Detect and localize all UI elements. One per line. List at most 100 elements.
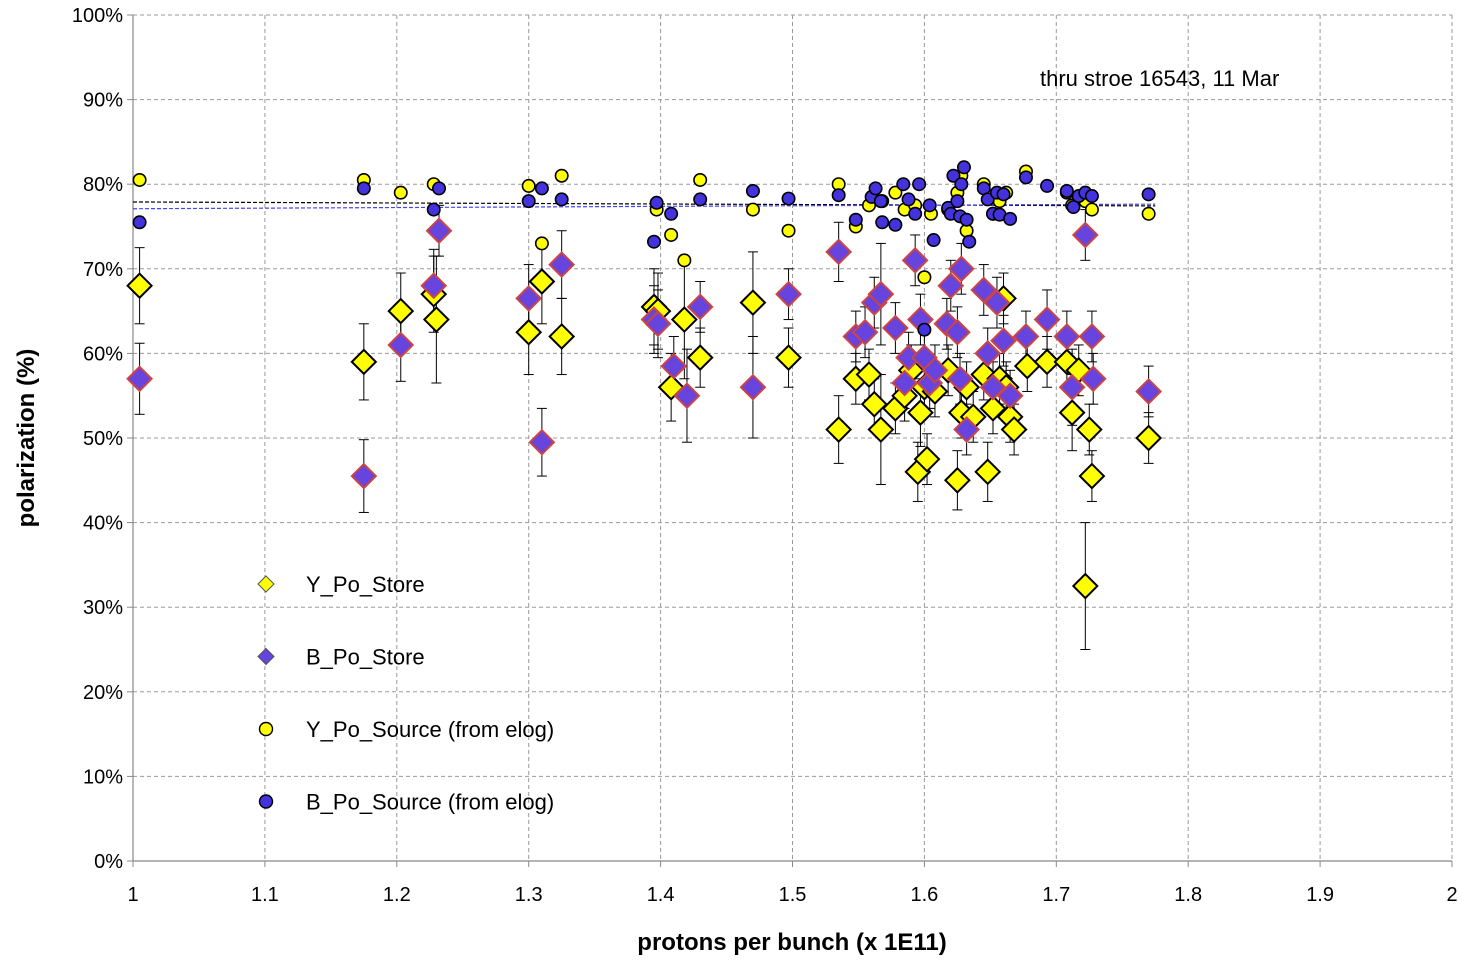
b-po-source-point bbox=[956, 160, 971, 175]
y-po-store-point bbox=[1013, 352, 1041, 380]
b-po-store-point bbox=[901, 246, 929, 274]
b-po-source-point bbox=[432, 181, 447, 196]
y-po-store-point bbox=[350, 348, 378, 376]
label-layer: polarization (%) protons per bunch (x 1E… bbox=[13, 66, 1279, 956]
b-po-source-point bbox=[132, 215, 147, 230]
y-po-source-point bbox=[1084, 202, 1099, 217]
y-po-store-point bbox=[1071, 572, 1099, 600]
b-po-source-point bbox=[1003, 211, 1018, 226]
y-po-source-point bbox=[554, 168, 569, 183]
b-po-store-point bbox=[947, 255, 975, 283]
y-po-store-point bbox=[974, 458, 1002, 486]
y-tick-label: 90% bbox=[83, 90, 123, 112]
b-po-store-point bbox=[420, 272, 448, 300]
b-po-store-point bbox=[921, 356, 949, 384]
b-po-store-point bbox=[644, 310, 672, 338]
b-po-source-point bbox=[848, 212, 863, 227]
b-po-source-point bbox=[521, 194, 536, 209]
b-po-source-point bbox=[888, 217, 903, 232]
legend-label-b-po-source: B_Po_Source (from elog) bbox=[306, 790, 554, 815]
axis-layer: 0% 10% 20% 30% 40% 50% 60% 70% 80% 90% 100% 1 1.1 1.2… bbox=[72, 5, 1458, 906]
b-po-source-point bbox=[664, 206, 679, 221]
b-po-source-point bbox=[873, 194, 888, 209]
b-po-store-point bbox=[937, 272, 965, 300]
y-po-source-point bbox=[132, 172, 147, 187]
b-po-store-point bbox=[881, 314, 909, 342]
b-po-source-point bbox=[996, 187, 1011, 202]
legend-label-b-po-store: B_Po_Store bbox=[306, 645, 425, 670]
y-po-store-point bbox=[979, 394, 1007, 422]
x-tick-label: 1.2 bbox=[383, 884, 411, 906]
b-po-source-point bbox=[1066, 200, 1081, 215]
b-po-store-point bbox=[425, 217, 453, 245]
b-po-source-point bbox=[1059, 183, 1074, 198]
b-po-store-point bbox=[387, 331, 415, 359]
errorbar-layer bbox=[134, 204, 1154, 650]
legend-marker-y-po-store bbox=[257, 575, 275, 593]
legend-label-y-po-store: Y_Po_Store bbox=[306, 572, 425, 597]
x-tick-label: 1.9 bbox=[1306, 884, 1334, 906]
b-po-store-point bbox=[528, 428, 556, 456]
b-po-source-point bbox=[781, 191, 796, 206]
b-po-store-point bbox=[825, 238, 853, 266]
b-po-source-point bbox=[875, 215, 890, 230]
b-po-store-point bbox=[1058, 373, 1086, 401]
y-po-store-point bbox=[1033, 348, 1061, 376]
legend-marker-b-po-source bbox=[258, 794, 274, 809]
b-po-source-point bbox=[534, 181, 549, 196]
b-po-source-point bbox=[356, 181, 371, 196]
b-po-store-point bbox=[943, 318, 971, 346]
y-po-store-point bbox=[387, 297, 415, 325]
marker-layer bbox=[126, 160, 1163, 600]
y-po-store-point bbox=[913, 445, 941, 473]
b-po-store-point bbox=[126, 365, 154, 393]
y-tick-label: 40% bbox=[83, 513, 123, 535]
y-po-source-point bbox=[888, 185, 903, 200]
y-po-source-point bbox=[664, 227, 679, 242]
b-po-store-point bbox=[970, 276, 998, 304]
y-po-store-point bbox=[515, 318, 543, 346]
b-po-source-point bbox=[554, 192, 569, 207]
b-po-source-point bbox=[922, 198, 937, 213]
b-po-store-point bbox=[851, 318, 879, 346]
chart-annotation: thru stroe 16543, 11 Mar bbox=[1040, 66, 1279, 91]
b-po-source-point bbox=[1141, 187, 1156, 202]
legend: Y_Po_Store B_Po_Store Y_Po_Source (from el… bbox=[257, 572, 554, 815]
y-po-source-point bbox=[745, 202, 760, 217]
legend-label-y-po-source: Y_Po_Source (from elog) bbox=[306, 717, 554, 742]
y-po-store-point bbox=[855, 361, 883, 388]
b-po-source-point bbox=[912, 177, 927, 192]
y-po-store-point bbox=[1078, 462, 1106, 490]
b-po-source-point bbox=[647, 234, 662, 249]
b-po-source-point bbox=[649, 195, 664, 210]
b-po-store-point bbox=[990, 327, 1017, 355]
y-po-source-point bbox=[677, 253, 692, 268]
b-po-source-point bbox=[962, 234, 977, 249]
y-tick-label: 50% bbox=[83, 428, 123, 450]
y-po-store-point bbox=[528, 268, 556, 295]
b-po-source-point bbox=[959, 212, 974, 227]
y-tick-label: 30% bbox=[83, 597, 123, 619]
x-tick-label: 1 bbox=[127, 884, 138, 906]
b-po-store-point bbox=[996, 382, 1024, 410]
b-po-store-point bbox=[946, 365, 974, 393]
x-tick-label: 1.3 bbox=[515, 884, 543, 906]
b-po-store-point bbox=[515, 284, 543, 312]
y-po-source-point bbox=[1141, 206, 1156, 221]
y-po-store-point bbox=[548, 323, 576, 350]
y-po-source-point bbox=[693, 172, 708, 187]
x-tick-label: 1.8 bbox=[1174, 884, 1202, 906]
legend-marker-y-po-source bbox=[258, 721, 274, 737]
y-po-store-point bbox=[1075, 416, 1103, 443]
y-tick-label: 100% bbox=[72, 5, 123, 27]
x-axis-title: protons per bunch (x 1E11) bbox=[637, 929, 946, 956]
legend-marker-b-po-store bbox=[257, 647, 275, 666]
b-po-source-point bbox=[946, 168, 961, 183]
b-po-source-point bbox=[1084, 189, 1099, 204]
b-po-store-point bbox=[1053, 323, 1081, 350]
b-po-store-point bbox=[686, 293, 714, 321]
b-po-source-point bbox=[980, 192, 995, 207]
y-po-store-point bbox=[126, 272, 154, 300]
